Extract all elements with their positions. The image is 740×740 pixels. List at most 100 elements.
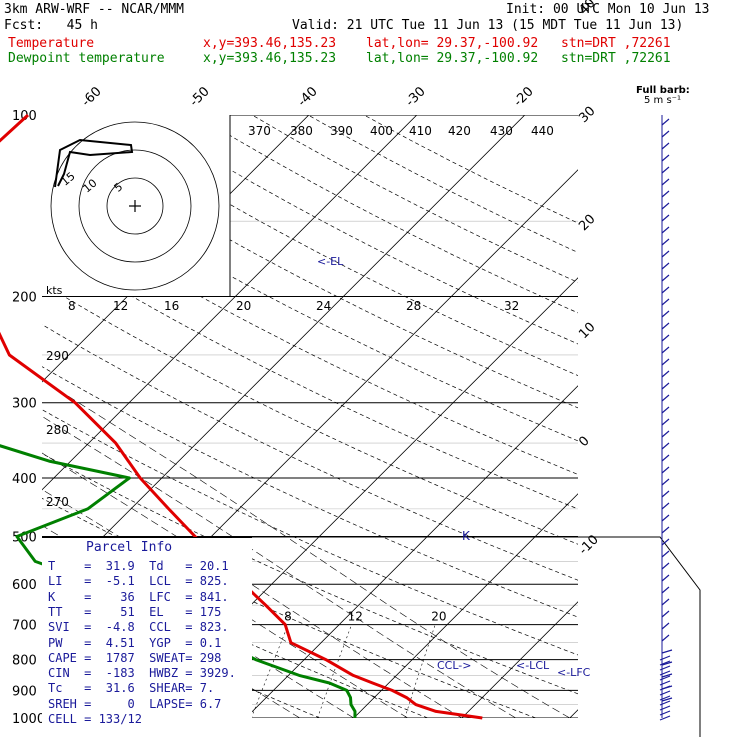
isotherm-label: 30: [576, 104, 598, 126]
wind-barb: [661, 310, 670, 318]
parcel-info-row: CIN = -183 HWBZ = 3929.: [48, 666, 236, 681]
parcel-info-row: SVI = -4.8 CCL = 823.: [48, 620, 229, 635]
wind-barb: [661, 574, 670, 582]
parcel-info-row: CAPE = 1787 SWEAT= 298: [48, 650, 222, 665]
hodograph-ring: [50, 121, 220, 291]
dewpoint-legend: Dewpoint temperature: [8, 51, 165, 66]
dry-adiabat: [307, 115, 578, 253]
forecast-hour: Fcst: 45 h: [4, 18, 98, 33]
wind-barb-dense: [659, 685, 671, 691]
parcel-info-row: PW = 4.51 YGP = 0.1: [48, 635, 222, 650]
temperature-legend: Temperature: [8, 36, 95, 51]
hodograph-speed-label: 8: [68, 299, 76, 313]
dry-adiabat: [42, 202, 578, 475]
hodograph-speed-label: 16: [164, 299, 179, 313]
wind-barb: [661, 238, 670, 246]
hodograph-speed-label: 20: [236, 299, 251, 313]
dew-latlon: lat,lon= 29.37,-100.92: [366, 51, 539, 66]
pressure-tick-label: 800: [12, 654, 37, 669]
isotherm-label: -50: [187, 84, 213, 110]
theta-left-label: 280: [46, 423, 69, 437]
parcel-info-row: SREH = 0 LAPSE= 6.7: [48, 696, 222, 711]
moist-adiabat: [42, 379, 570, 718]
wind-barb: [661, 514, 670, 522]
theta-label: 380: [290, 124, 313, 138]
wind-barb: [661, 394, 670, 402]
temp-station: stn=DRT ,72261: [561, 36, 671, 51]
hodograph-speed-label: 32: [504, 299, 519, 313]
wind-barb: [661, 634, 670, 642]
wind-barb-dense: [659, 700, 671, 706]
theta-label: 430: [490, 124, 513, 138]
isotherm-line: [569, 709, 578, 718]
isotherm-label: -20: [511, 84, 537, 110]
wind-barb: [661, 322, 670, 330]
mixing-ratio-label: 20: [431, 610, 446, 624]
mixing-ratio-line: [404, 624, 436, 718]
pressure-tick-label: 400: [12, 472, 37, 487]
wind-barb: [661, 190, 670, 198]
theta-label: 440: [531, 124, 554, 138]
dry-adiabat: [42, 453, 578, 695]
wind-barb: [661, 250, 670, 258]
wind-barb: [661, 430, 670, 438]
wind-panel-subtitle: 5 m s⁻¹: [644, 95, 681, 106]
level-annotation-lcl: <-LCL: [516, 659, 550, 672]
mixing-ratio-line: [251, 624, 289, 718]
mixing-ratio-line: [317, 624, 352, 718]
model-title: 3km ARW-WRF -- NCAR/MMM: [4, 2, 185, 17]
temp-xy: x,y=393.46,135.23: [203, 36, 337, 51]
theta-label: 370: [248, 124, 271, 138]
wind-barb: [661, 166, 670, 174]
parcel-info-cell: CELL = 133/12: [48, 712, 142, 726]
theta-label: 400: [370, 124, 393, 138]
wind-barb-dense: [659, 690, 671, 696]
wind-barb: [661, 490, 670, 498]
isotherm-label: 20: [576, 212, 598, 234]
wind-barb: [661, 178, 670, 186]
isotherm-label: -10: [576, 532, 602, 558]
isotherm-label: 40: [576, 0, 598, 18]
wind-barb: [661, 586, 670, 594]
level-annotation-ccl: CCL->: [437, 659, 471, 672]
parcel-info-row: K = 36 LFC = 841.: [48, 589, 229, 604]
parcel-info-panel: Parcel Info T = 31.9 Td = 20.1 LI = -5.1 …: [42, 537, 252, 738]
wind-barb: [661, 673, 673, 678]
wind-barb: [661, 502, 670, 510]
theta-label: 420: [448, 124, 471, 138]
valid-time: Valid: 21 UTC Tue 11 Jun 13 (15 MDT Tue …: [292, 18, 684, 33]
wind-barb: [661, 226, 670, 234]
wind-barb: [661, 466, 670, 474]
isotherm-line: [42, 115, 418, 491]
isotherm-label: -60: [79, 84, 105, 110]
dry-adiabat: [42, 162, 578, 442]
level-annotation-lfc: <-LFC: [557, 666, 591, 679]
wind-barb-dense: [659, 655, 671, 661]
wind-barb-dense: [659, 675, 671, 681]
parcel-info-title: Parcel Info: [86, 540, 173, 555]
wind-barb: [661, 382, 670, 390]
dew-xy: x,y=393.46,135.23: [203, 51, 337, 66]
hodograph-kts-label: kts: [46, 284, 63, 297]
wind-barb: [661, 142, 670, 150]
theta-label: 410: [409, 124, 432, 138]
mixing-ratio-label: 8: [284, 610, 292, 624]
wind-barb: [661, 454, 670, 462]
parcel-info-row: T = 31.9 Td = 20.1: [48, 559, 229, 573]
pressure-tick-label: 1000: [12, 712, 45, 727]
hodograph-ring: [106, 177, 164, 235]
isotherm-label: -40: [295, 84, 321, 110]
wind-barb: [661, 274, 670, 282]
wind-barb: [661, 649, 673, 654]
moist-adiabat: [42, 415, 516, 718]
wind-barb: [661, 130, 670, 138]
theta-left-label: 290: [46, 349, 69, 363]
wind-barb: [661, 286, 670, 294]
wind-barb-dense: [659, 710, 671, 716]
dry-adiabat: [42, 324, 578, 581]
wind-barb: [661, 598, 670, 606]
hodograph-speed-label: 24: [316, 299, 331, 313]
pressure-tick-label: 700: [12, 619, 37, 634]
